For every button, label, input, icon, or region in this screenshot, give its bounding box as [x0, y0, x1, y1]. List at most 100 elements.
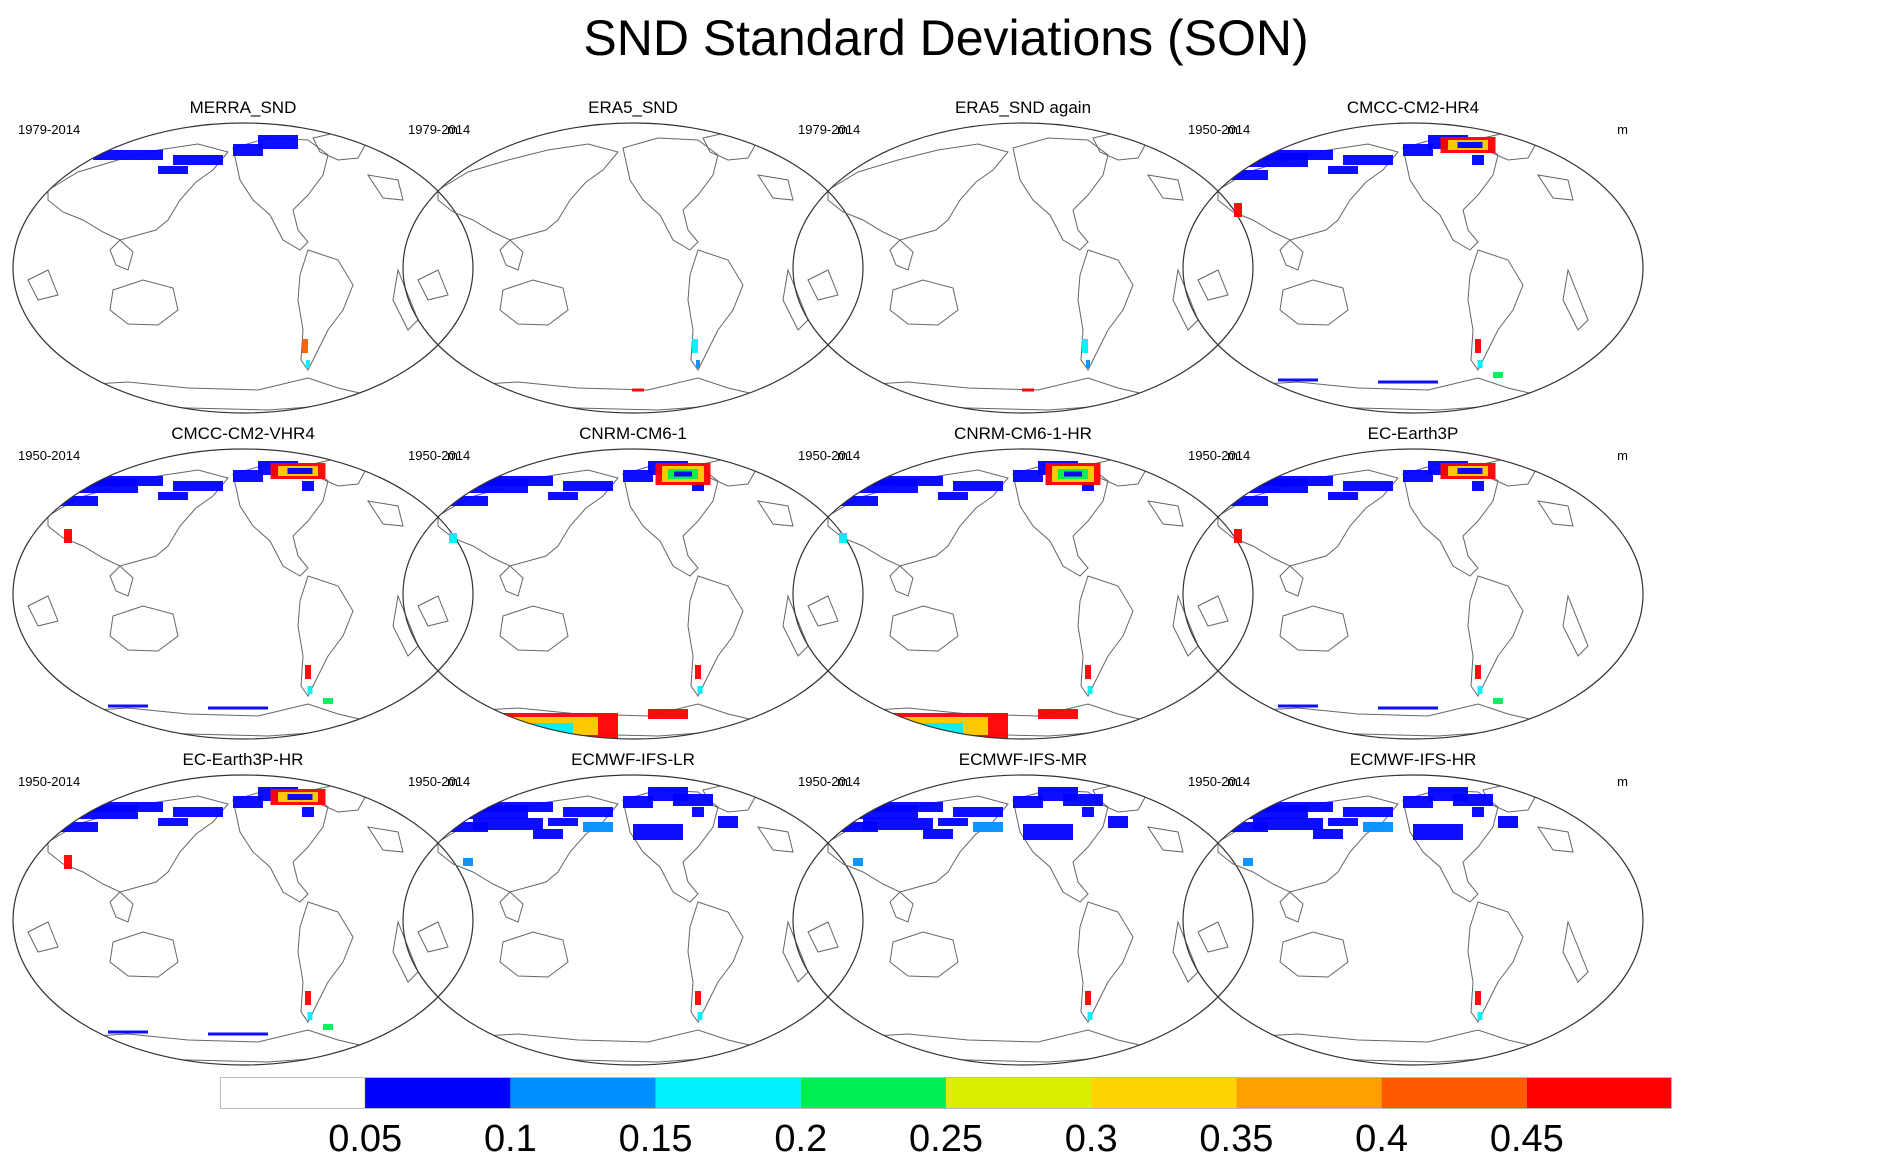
- coastline: [499, 931, 569, 978]
- snow-field: [173, 807, 223, 817]
- snow-field: [458, 717, 598, 735]
- snow-field: [1063, 794, 1103, 806]
- snow-field: [1475, 339, 1481, 353]
- world-map: [12, 774, 474, 1066]
- snow-field: [1022, 388, 1034, 392]
- coastline: [1077, 901, 1134, 1023]
- snow-field: [108, 1030, 148, 1034]
- coastline: [687, 249, 744, 371]
- snow-field: [692, 339, 698, 353]
- panel-period: 1979-2014: [18, 122, 81, 137]
- snow-field: [64, 529, 72, 543]
- panel-title: ECMWF-IFS-LR: [571, 750, 695, 769]
- coastline: [1146, 500, 1184, 527]
- snow-field: [302, 807, 314, 817]
- coastline: [109, 605, 179, 652]
- map-border: [792, 122, 1254, 414]
- snow-field: [1475, 991, 1481, 1005]
- coastline: [499, 239, 524, 271]
- snow-field: [1064, 471, 1082, 477]
- panel-period: 1950-2014: [408, 774, 471, 789]
- colorbar-bin: [1381, 1077, 1527, 1109]
- world-map: [402, 122, 864, 414]
- coastline: [1536, 826, 1574, 853]
- snow-field: [287, 468, 313, 474]
- coastline: [1077, 575, 1134, 697]
- snow-field: [1108, 816, 1128, 828]
- panel-period: 1950-2014: [1188, 448, 1251, 463]
- snow-field: [449, 533, 457, 543]
- snow-field: [1228, 822, 1268, 832]
- snow-field: [1248, 479, 1308, 493]
- snow-field: [953, 807, 1003, 817]
- coastline: [417, 269, 449, 301]
- snow-field: [583, 822, 613, 832]
- snow-field: [1403, 470, 1433, 482]
- coastline: [1172, 268, 1199, 331]
- panel-period: 1950-2014: [18, 774, 81, 789]
- colorbar-tick-label: 0.45: [1489, 1118, 1564, 1160]
- coastline: [1279, 931, 1349, 978]
- coastline: [807, 269, 839, 301]
- snow-field: [1343, 807, 1393, 817]
- snow-field: [1087, 1012, 1093, 1020]
- coastline: [1279, 239, 1304, 271]
- panel-period: 1950-2014: [798, 774, 861, 789]
- map-border: [1182, 448, 1644, 740]
- coastline: [687, 575, 744, 697]
- panel-period: 1950-2014: [1188, 774, 1251, 789]
- snow-field: [323, 1024, 333, 1030]
- snow-field: [1234, 203, 1242, 217]
- snow-field: [697, 1012, 703, 1020]
- coastline: [27, 921, 59, 953]
- coastline: [1092, 129, 1149, 161]
- panel-period: 1979-2014: [798, 122, 861, 137]
- map-panel: ECMWF-IFS-MR 1950-2014 m: [788, 750, 1258, 1070]
- snow-field: [58, 822, 98, 832]
- coastline: [1536, 174, 1574, 201]
- coastline: [1237, 1029, 1540, 1063]
- coastline: [1467, 249, 1524, 371]
- coastline: [1562, 920, 1589, 983]
- map-panel: CMCC-CM2-HR4 1950-2014 m: [1178, 98, 1648, 418]
- coastline: [109, 239, 134, 271]
- snow-field: [1457, 468, 1483, 474]
- coastline: [27, 595, 59, 627]
- coastline: [1092, 455, 1149, 487]
- coastline: [366, 174, 404, 201]
- coastline: [366, 826, 404, 853]
- snow-field: [623, 796, 653, 808]
- coastline: [1197, 921, 1229, 953]
- panel-title: MERRA_SND: [189, 98, 297, 117]
- coastline: [889, 605, 959, 652]
- coastline: [437, 143, 619, 241]
- snow-field: [1013, 470, 1043, 482]
- snow-field: [1343, 481, 1393, 491]
- coastline: [312, 129, 369, 161]
- coastline: [366, 500, 404, 527]
- snow-field: [468, 479, 528, 493]
- snow-field: [533, 829, 563, 839]
- colorbar: [220, 1077, 1672, 1109]
- snow-field: [158, 818, 188, 826]
- snow-field: [1243, 858, 1253, 866]
- map-panel: ECMWF-IFS-LR 1950-2014 m: [398, 750, 868, 1070]
- coastline: [109, 931, 179, 978]
- snow-field: [258, 135, 298, 149]
- snow-field: [302, 481, 314, 491]
- map-border: [12, 774, 474, 1066]
- coastline: [807, 595, 839, 627]
- world-map: [1182, 774, 1644, 1066]
- snow-field: [1472, 481, 1484, 491]
- panel-units: m: [1617, 448, 1628, 463]
- coastline: [392, 268, 419, 331]
- snow-field: [463, 723, 573, 733]
- snow-field: [1082, 481, 1094, 491]
- snow-field: [173, 155, 223, 165]
- coastline: [1562, 268, 1589, 331]
- coastline: [622, 137, 719, 251]
- snow-field: [208, 706, 268, 710]
- panel-period: 1950-2014: [18, 448, 81, 463]
- snow-field: [233, 796, 263, 808]
- panel-title: ECMWF-IFS-HR: [1349, 750, 1477, 769]
